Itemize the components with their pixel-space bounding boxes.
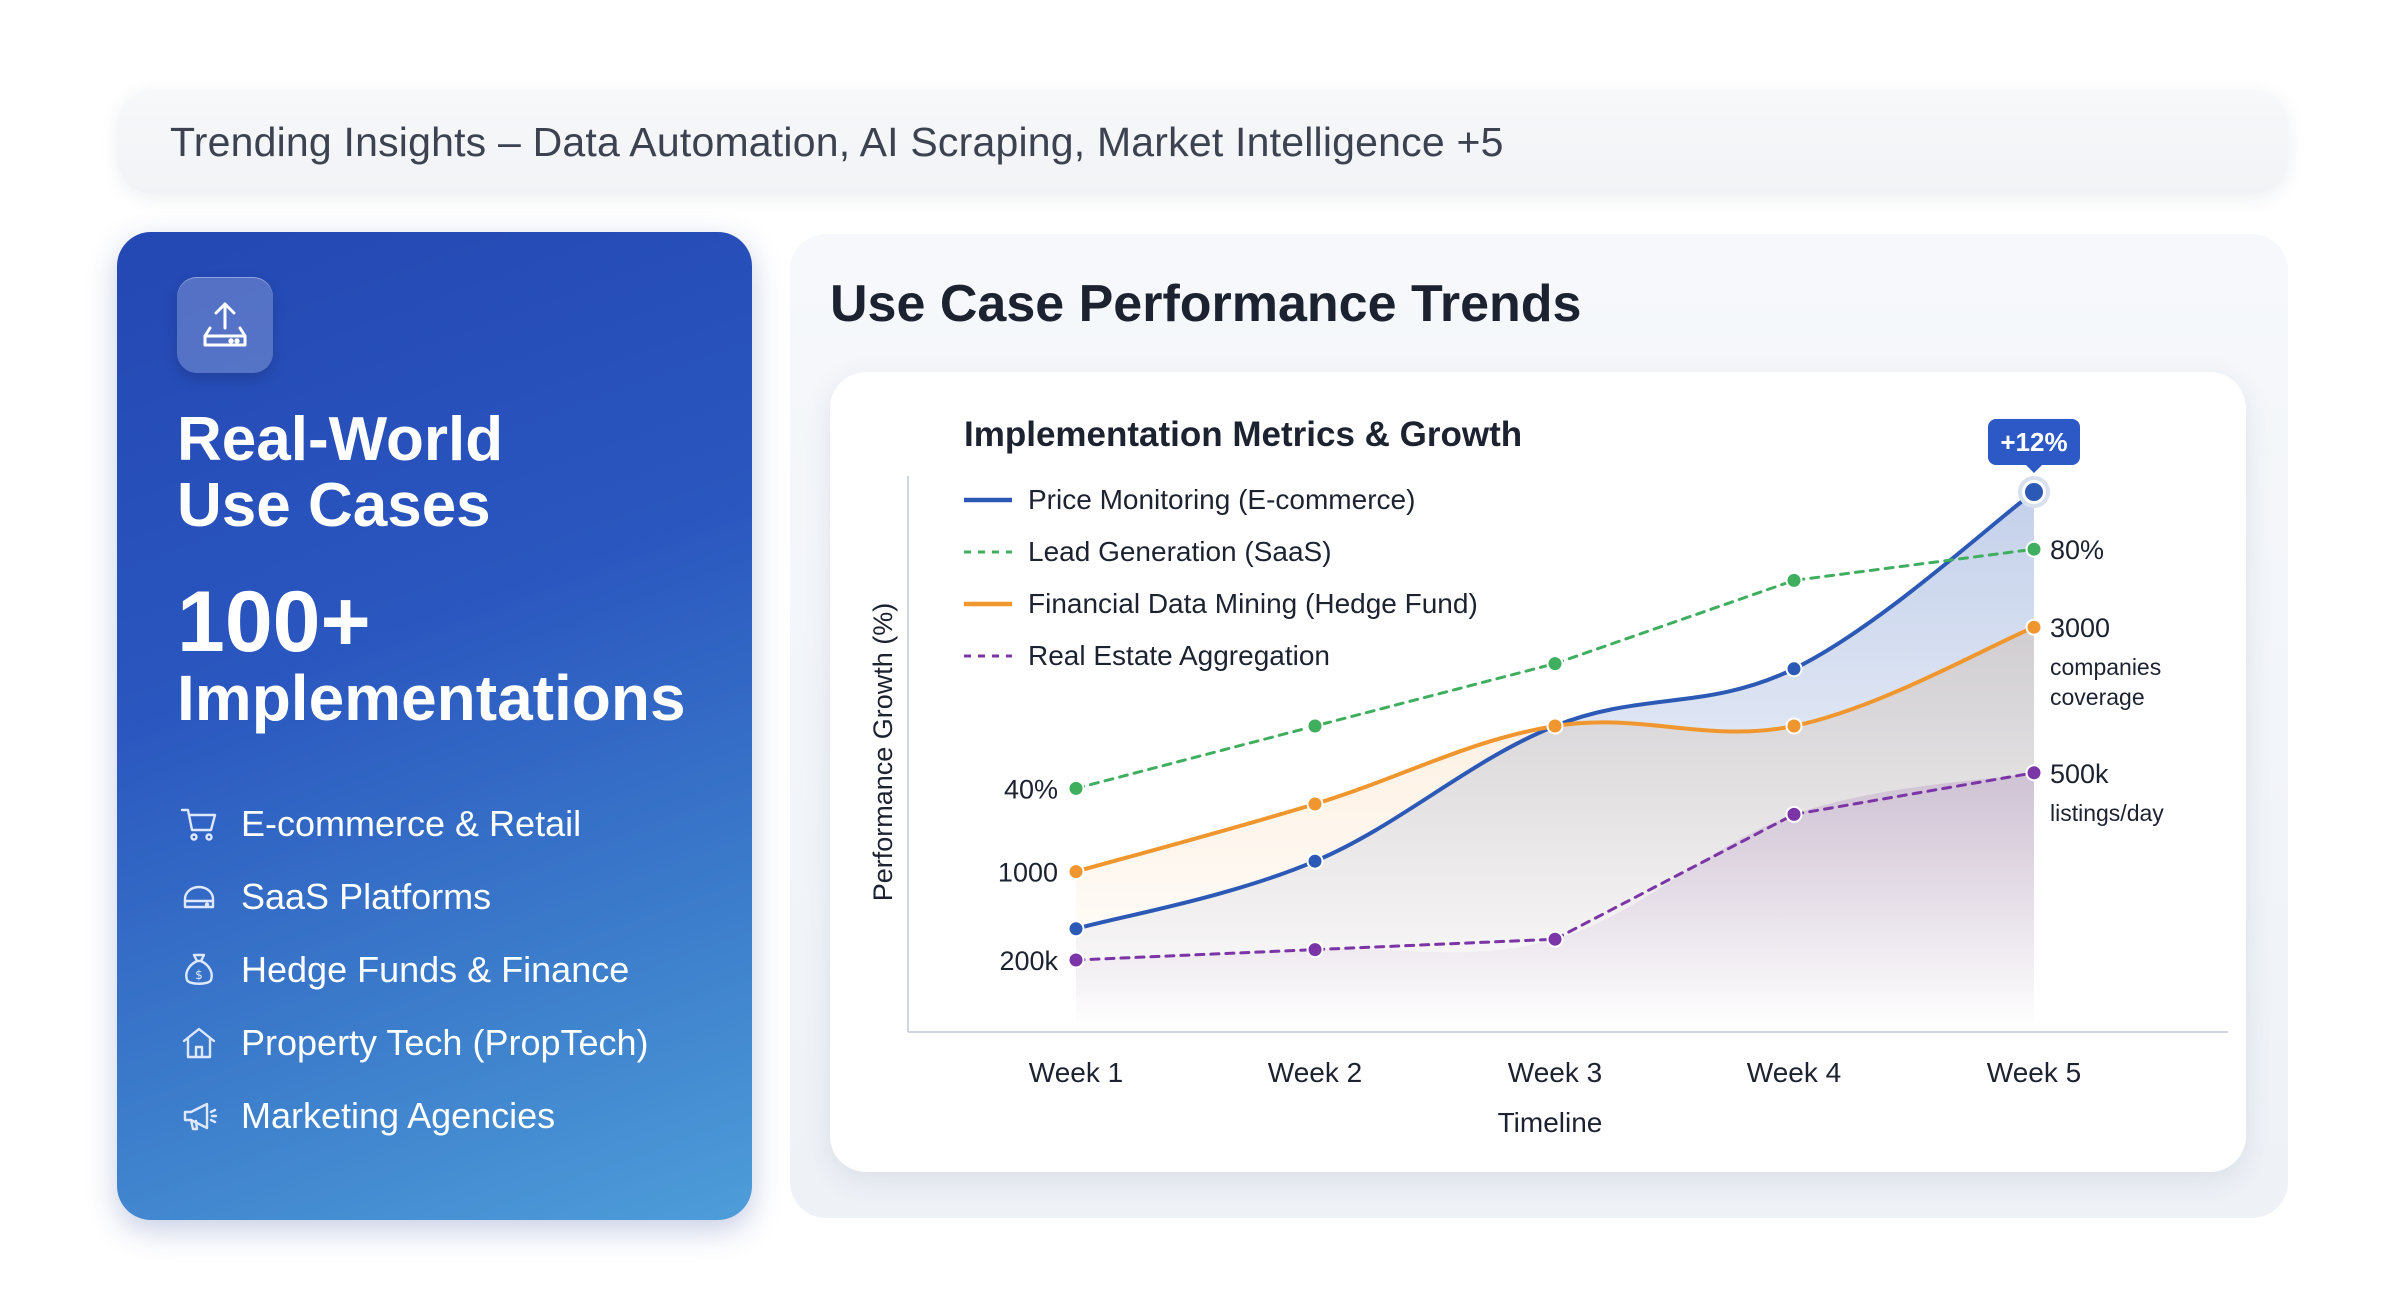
use-case-saas[interactable]: SaaS Platforms — [177, 860, 737, 933]
left-annotation: 200k — [999, 946, 1058, 976]
house-icon — [177, 1021, 221, 1065]
use-case-marketing[interactable]: Marketing Agencies — [177, 1079, 737, 1152]
financial-point[interactable] — [2025, 618, 2043, 636]
shopping-cart-icon — [177, 802, 221, 846]
price-legend-label: Price Monitoring (E-commerce) — [1028, 484, 1415, 515]
price-area — [1076, 492, 2034, 1027]
use-case-label: Hedge Funds & Finance — [241, 948, 630, 990]
use-cases-heading: Real-World Use Cases — [177, 407, 737, 539]
chart-points — [1067, 476, 2050, 969]
chart-badge: +12% — [1988, 419, 2080, 473]
growth-badge — [1988, 419, 2080, 465]
upload-tray-icon[interactable] — [177, 277, 273, 373]
x-axis-label: Timeline — [1498, 1107, 1603, 1138]
price-point[interactable] — [1785, 660, 1803, 678]
financial-point[interactable] — [1546, 717, 1564, 735]
heading-line-1: Real-World — [177, 405, 504, 474]
right-annotation: coverage — [2050, 684, 2145, 710]
x-tick-label: Week 2 — [1268, 1057, 1362, 1088]
chart-title: Implementation Metrics & Growth — [964, 415, 1522, 454]
lead-point[interactable] — [1546, 655, 1564, 673]
use-case-label: E-commerce & Retail — [241, 802, 582, 844]
x-tick-label: Week 1 — [1029, 1057, 1123, 1088]
realestate-legend-label: Real Estate Aggregation — [1028, 640, 1330, 671]
trending-insights-title: Trending Insights – Data Automation, AI … — [170, 118, 1504, 165]
implementations-label: Implementations — [177, 662, 686, 734]
use-case-proptech[interactable]: Property Tech (PropTech) — [177, 1006, 737, 1079]
financial-point[interactable] — [1785, 717, 1803, 735]
right-annotation: listings/day — [2050, 800, 2164, 826]
right-annotation: 3000 — [2050, 613, 2110, 643]
svg-text:$: $ — [195, 968, 203, 982]
panel-title: Use Case Performance Trends — [830, 275, 1582, 333]
x-tick-label: Week 4 — [1747, 1057, 1841, 1088]
growth-badge-text: +12% — [2000, 427, 2067, 457]
y-axis-label: Performance Growth (%) — [868, 603, 898, 902]
right-annotation: 500k — [2050, 759, 2109, 789]
use-case-label: Marketing Agencies — [241, 1094, 556, 1136]
performance-panel: Use Case Performance Trends Implementati… — [790, 234, 2288, 1218]
lead-point[interactable] — [1067, 779, 1085, 797]
realestate-point[interactable] — [1546, 930, 1564, 948]
price-point[interactable] — [1306, 852, 1324, 870]
use-case-ecommerce[interactable]: E-commerce & Retail — [177, 787, 737, 860]
right-annotation: 80% — [2050, 535, 2104, 565]
x-tick-label: Week 5 — [1987, 1057, 2081, 1088]
financial-point[interactable] — [1067, 863, 1085, 881]
growth-badge-pointer — [2026, 465, 2042, 473]
lead-point[interactable] — [2025, 540, 2043, 558]
x-tick-label: Week 3 — [1508, 1057, 1602, 1088]
price-point[interactable] — [2025, 483, 2043, 501]
implementations-count: 100+ — [177, 574, 371, 670]
realestate-point[interactable] — [2025, 764, 2043, 782]
realestate-point[interactable] — [1306, 941, 1324, 959]
use-case-label: Property Tech (PropTech) — [241, 1021, 649, 1063]
performance-line-chart: Implementation Metrics & Growth Timeline… — [868, 415, 2228, 1138]
financial-legend-label: Financial Data Mining (Hedge Fund) — [1028, 588, 1478, 619]
cloud-icon — [177, 875, 221, 919]
left-annotation: 1000 — [998, 858, 1058, 888]
heading-line-2: Use Cases — [177, 471, 491, 540]
megaphone-icon — [177, 1094, 221, 1138]
x-tick-labels: Week 1 Week 2 Week 3 Week 4 Week 5 — [1029, 1057, 2081, 1088]
financial-point[interactable] — [1306, 795, 1324, 813]
chart-axes — [907, 476, 2228, 1033]
chart-annotations: 40% 1000 200k 80% 3000 companies coverage 500k l… — [998, 535, 2164, 976]
price-point[interactable] — [1067, 920, 1085, 938]
realestate-point[interactable] — [1785, 805, 1803, 823]
use-case-label: SaaS Platforms — [241, 875, 492, 917]
lead-legend-label: Lead Generation (SaaS) — [1028, 536, 1332, 567]
lead-point[interactable] — [1785, 571, 1803, 589]
money-bag-icon: $ — [177, 948, 221, 992]
realestate-point[interactable] — [1067, 951, 1085, 969]
use-case-list: E-commerce & Retail SaaS Platforms $ He — [177, 787, 737, 1152]
use-case-hedge-funds[interactable]: $ Hedge Funds & Finance — [177, 933, 737, 1006]
use-cases-card: Real-World Use Cases 100+ Implementation… — [117, 232, 752, 1220]
trending-insights-bar[interactable]: Trending Insights – Data Automation, AI … — [118, 90, 2288, 194]
lead-point[interactable] — [1306, 717, 1324, 735]
chart-legend: Price Monitoring (E-commerce) Lead Genera… — [964, 484, 1478, 671]
chart-card: Implementation Metrics & Growth Timeline… — [830, 372, 2246, 1172]
left-annotation: 40% — [1004, 774, 1058, 804]
right-annotation: companies — [2050, 654, 2161, 680]
